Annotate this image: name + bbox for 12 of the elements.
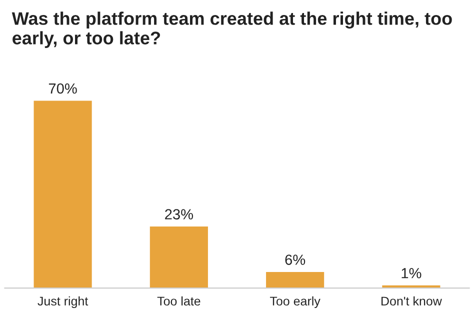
x-tick-label: Too late [157,296,200,306]
bar [34,100,92,288]
data-label: 23% [165,209,194,220]
bar [266,272,324,288]
chart-title: Was the platform team created at the right time, too early, or too late? [12,12,452,48]
bar [150,226,208,288]
x-tick-label: Too early [270,296,320,308]
data-label: 6% [285,254,306,265]
data-label: 1% [402,268,422,278]
data-label: 70% [48,83,77,94]
x-tick-label: Just right [38,296,88,308]
x-tick-label: Don't know [382,296,442,306]
